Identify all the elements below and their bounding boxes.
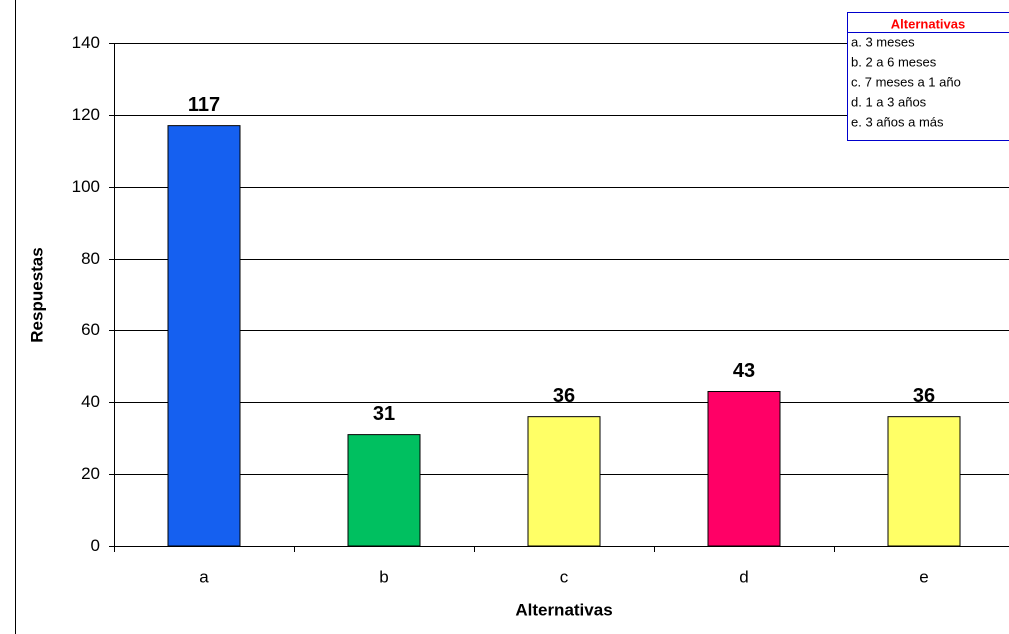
y-tick-label: 140 [72, 33, 100, 52]
value-label: 36 [553, 385, 575, 407]
value-label: 117 [188, 94, 220, 116]
value-label: 36 [913, 385, 935, 407]
value-label: 43 [733, 360, 755, 382]
x-tick-label: d [739, 567, 748, 586]
bar [887, 416, 961, 547]
y-axis-label: Respuestas [27, 247, 46, 342]
y-tick-label: 0 [91, 536, 100, 555]
legend-item: e. 3 años a más [851, 114, 944, 129]
legend-item: c. 7 meses a 1 año [851, 74, 961, 89]
y-tick-label: 40 [81, 392, 100, 411]
legend-item: b. 2 a 6 meses [851, 54, 937, 69]
x-tick-label: b [379, 567, 388, 586]
bar [167, 125, 241, 547]
bar [347, 434, 421, 547]
legend-box [847, 12, 1009, 141]
x-tick-label: e [919, 567, 928, 586]
y-tick-label: 120 [72, 105, 100, 124]
y-tick-label: 60 [81, 320, 100, 339]
bar [527, 416, 601, 547]
legend-item: d. 1 a 3 años [851, 94, 927, 109]
value-label: 31 [373, 403, 395, 425]
legend-item: a. 3 meses [851, 34, 915, 49]
legend-title: Alternativas [891, 16, 965, 31]
y-tick-label: 100 [72, 177, 100, 196]
y-tick-label: 20 [81, 464, 100, 483]
y-tick-label: 80 [81, 249, 100, 268]
x-axis-label: Alternativas [515, 600, 612, 619]
x-tick-label: c [560, 567, 569, 586]
x-tick-label: a [199, 567, 209, 586]
bar [707, 391, 781, 547]
